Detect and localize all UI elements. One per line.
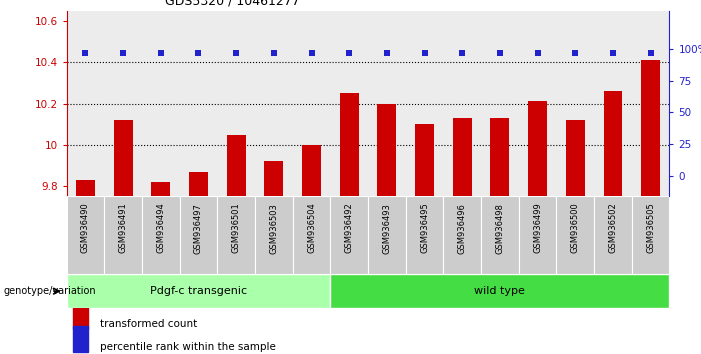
Text: GSM936501: GSM936501	[231, 203, 240, 253]
Bar	[632, 196, 669, 274]
Text: Pdgf-c transgenic: Pdgf-c transgenic	[150, 286, 247, 296]
Bar	[293, 196, 330, 274]
Point	[570, 50, 581, 56]
Bar	[217, 196, 255, 274]
Bar	[481, 11, 519, 196]
Bar	[443, 196, 481, 274]
Bar	[594, 11, 632, 196]
Bar	[415, 124, 434, 196]
Bar	[73, 303, 88, 329]
Bar	[189, 172, 208, 196]
Bar	[557, 11, 594, 196]
Text: GDS5320 / 10461277: GDS5320 / 10461277	[165, 0, 299, 7]
Text: GSM936498: GSM936498	[496, 203, 505, 253]
Point	[155, 50, 166, 56]
Bar	[453, 118, 472, 196]
Text: GSM936502: GSM936502	[608, 203, 618, 253]
Bar	[104, 11, 142, 196]
Bar	[73, 326, 88, 352]
Text: GSM936496: GSM936496	[458, 203, 467, 253]
Bar	[330, 11, 368, 196]
Bar	[142, 196, 179, 274]
Bar	[519, 11, 557, 196]
Bar	[67, 196, 104, 274]
Point	[532, 50, 543, 56]
Bar	[179, 196, 217, 274]
Text: GSM936494: GSM936494	[156, 203, 165, 253]
Bar	[330, 274, 669, 308]
Point	[343, 50, 355, 56]
Bar	[406, 196, 443, 274]
Point	[118, 50, 129, 56]
Point	[268, 50, 280, 56]
Bar	[566, 120, 585, 196]
Point	[381, 50, 393, 56]
Text: GSM936493: GSM936493	[382, 203, 391, 253]
Bar	[368, 196, 406, 274]
Text: percentile rank within the sample: percentile rank within the sample	[100, 342, 275, 352]
Point	[645, 50, 656, 56]
Bar	[217, 11, 255, 196]
Bar	[179, 11, 217, 196]
Bar	[604, 91, 622, 196]
Bar	[528, 102, 547, 196]
Bar	[114, 120, 132, 196]
Bar	[330, 196, 368, 274]
Text: GSM936491: GSM936491	[118, 203, 128, 253]
Bar	[557, 196, 594, 274]
Point	[193, 50, 204, 56]
Text: genotype/variation: genotype/variation	[4, 286, 96, 296]
Text: transformed count: transformed count	[100, 319, 197, 329]
Bar	[302, 145, 321, 196]
Bar	[443, 11, 481, 196]
Text: wild type: wild type	[475, 286, 525, 296]
Text: GSM936495: GSM936495	[420, 203, 429, 253]
Text: GSM936492: GSM936492	[345, 203, 354, 253]
Bar	[76, 180, 95, 196]
Text: GSM936497: GSM936497	[194, 203, 203, 253]
Text: GSM936503: GSM936503	[269, 203, 278, 253]
Bar	[67, 11, 104, 196]
Bar	[377, 104, 396, 196]
Bar	[293, 11, 330, 196]
Bar	[491, 118, 510, 196]
Bar	[406, 11, 443, 196]
Point	[80, 50, 91, 56]
Point	[494, 50, 505, 56]
Text: GSM936504: GSM936504	[307, 203, 316, 253]
Bar	[255, 11, 293, 196]
Bar	[641, 60, 660, 196]
Bar	[519, 196, 557, 274]
Bar	[104, 196, 142, 274]
Point	[306, 50, 317, 56]
Bar	[67, 274, 330, 308]
Text: GSM936500: GSM936500	[571, 203, 580, 253]
Bar	[368, 11, 406, 196]
Point	[419, 50, 430, 56]
Point	[607, 50, 618, 56]
Bar	[481, 196, 519, 274]
Text: GSM936499: GSM936499	[533, 203, 542, 253]
Point	[456, 50, 468, 56]
Point	[231, 50, 242, 56]
Bar	[151, 182, 170, 196]
Bar	[142, 11, 179, 196]
Text: GSM936505: GSM936505	[646, 203, 655, 253]
Bar	[255, 196, 293, 274]
Bar	[632, 11, 669, 196]
Bar	[594, 196, 632, 274]
Bar	[264, 161, 283, 196]
Bar	[340, 93, 359, 196]
Bar	[226, 135, 245, 196]
Text: GSM936490: GSM936490	[81, 203, 90, 253]
